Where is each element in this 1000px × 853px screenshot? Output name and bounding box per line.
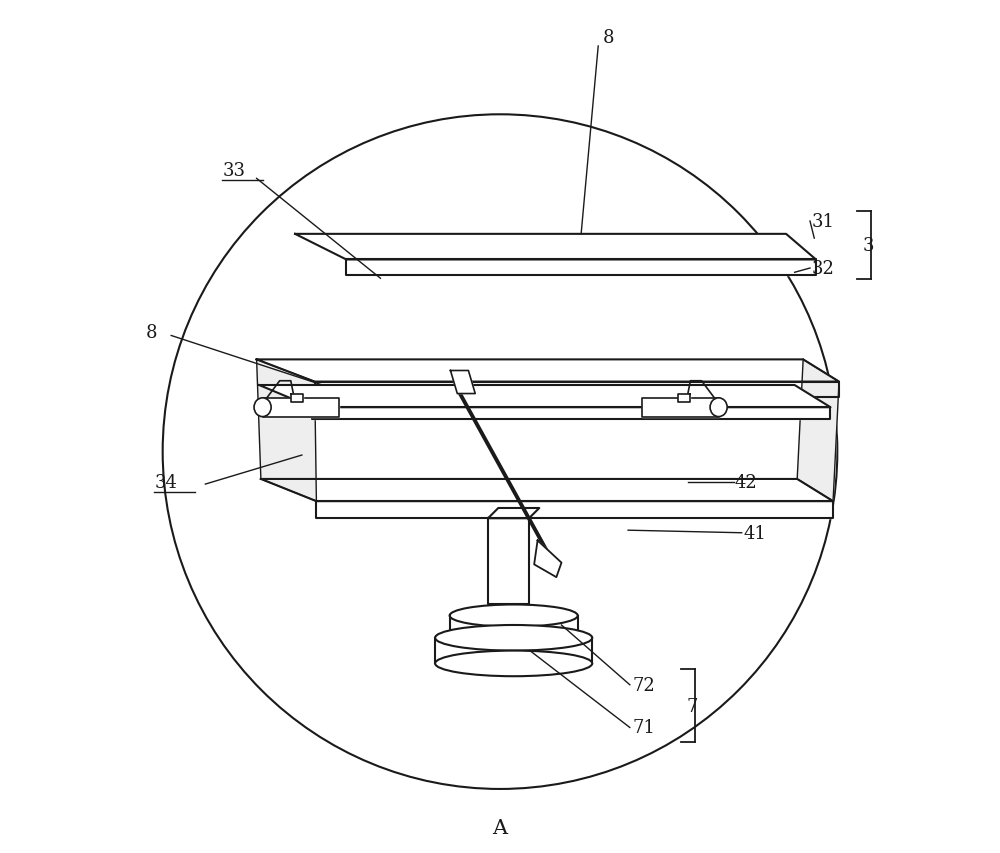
Ellipse shape: [435, 625, 592, 651]
Ellipse shape: [450, 627, 578, 649]
Ellipse shape: [710, 398, 727, 417]
Polygon shape: [312, 408, 830, 420]
Polygon shape: [488, 519, 529, 604]
Polygon shape: [450, 371, 475, 394]
Polygon shape: [450, 616, 578, 638]
Polygon shape: [678, 394, 690, 403]
Text: A: A: [492, 818, 508, 837]
Text: 33: 33: [222, 161, 245, 180]
Polygon shape: [315, 382, 839, 397]
Text: 8: 8: [602, 29, 614, 48]
Polygon shape: [291, 394, 303, 403]
Text: 41: 41: [743, 524, 766, 543]
Polygon shape: [534, 541, 561, 577]
Text: 8: 8: [146, 323, 157, 342]
Polygon shape: [263, 398, 339, 417]
Polygon shape: [257, 360, 316, 502]
Polygon shape: [316, 502, 833, 519]
Polygon shape: [295, 235, 816, 260]
Ellipse shape: [450, 605, 578, 627]
Polygon shape: [488, 508, 539, 519]
Polygon shape: [642, 398, 719, 417]
Text: 42: 42: [735, 473, 758, 491]
Ellipse shape: [254, 398, 271, 417]
Polygon shape: [257, 360, 839, 382]
Polygon shape: [346, 260, 816, 276]
Text: 7: 7: [686, 697, 698, 716]
Ellipse shape: [435, 651, 592, 676]
Polygon shape: [261, 479, 833, 502]
Text: 3: 3: [863, 236, 874, 255]
Text: 72: 72: [632, 676, 655, 694]
Text: 32: 32: [812, 259, 835, 278]
Polygon shape: [435, 638, 592, 664]
Polygon shape: [259, 386, 830, 408]
Text: 34: 34: [154, 473, 177, 491]
Text: 71: 71: [632, 718, 655, 737]
Text: 31: 31: [812, 212, 835, 231]
Polygon shape: [797, 360, 839, 502]
